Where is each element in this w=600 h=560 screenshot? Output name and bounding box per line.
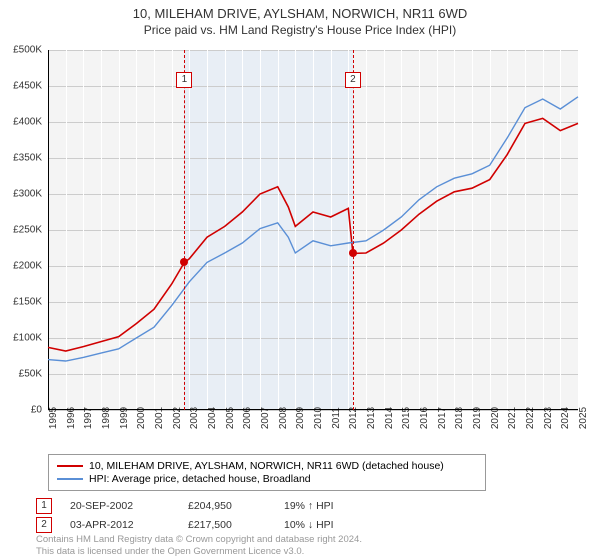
x-tick-label: 2013: [366, 407, 377, 429]
x-tick-label: 2025: [578, 407, 589, 429]
x-tick-label: 2016: [419, 407, 430, 429]
legend-swatch-series2: [57, 478, 83, 480]
series-line: [48, 118, 578, 351]
y-tick-label: £350K: [2, 153, 42, 164]
sale-hpi-delta: 19% ↑ HPI: [284, 500, 368, 512]
x-tick-label: 2021: [507, 407, 518, 429]
y-tick-label: £0: [2, 405, 42, 416]
x-tick-label: 1999: [119, 407, 130, 429]
x-tick-label: 2017: [437, 407, 448, 429]
legend-row: HPI: Average price, detached house, Broa…: [57, 473, 477, 485]
footer: Contains HM Land Registry data © Crown c…: [36, 534, 362, 557]
legend-label: HPI: Average price, detached house, Broa…: [89, 473, 311, 485]
x-tick-label: 2012: [348, 407, 359, 429]
y-tick-label: £150K: [2, 297, 42, 308]
chart-plot-area: £0£50K£100K£150K£200K£250K£300K£350K£400…: [48, 50, 578, 410]
sale-marker-badge: 1: [176, 72, 192, 88]
chart-container: 10, MILEHAM DRIVE, AYLSHAM, NORWICH, NR1…: [0, 0, 600, 560]
sale-row: 1 20-SEP-2002 £204,950 19% ↑ HPI: [36, 498, 368, 514]
x-tick-label: 2018: [454, 407, 465, 429]
y-tick-label: £50K: [2, 369, 42, 380]
x-tick-label: 2024: [560, 407, 571, 429]
page-title: 10, MILEHAM DRIVE, AYLSHAM, NORWICH, NR1…: [0, 6, 600, 21]
sale-marker-line: [184, 50, 185, 410]
legend-label: 10, MILEHAM DRIVE, AYLSHAM, NORWICH, NR1…: [89, 460, 444, 472]
sale-price: £217,500: [188, 519, 266, 531]
x-tick-label: 2001: [154, 407, 165, 429]
y-tick-label: £300K: [2, 189, 42, 200]
legend: 10, MILEHAM DRIVE, AYLSHAM, NORWICH, NR1…: [48, 454, 486, 491]
x-tick-label: 2008: [278, 407, 289, 429]
x-tick-label: 2022: [525, 407, 536, 429]
sale-marker-badge: 2: [345, 72, 361, 88]
x-tick-label: 2009: [295, 407, 306, 429]
sale-index-badge: 2: [36, 517, 52, 533]
x-tick-label: 2010: [313, 407, 324, 429]
x-tick-label: 1997: [83, 407, 94, 429]
sale-marker-dot: [180, 258, 188, 266]
x-tick-label: 2015: [401, 407, 412, 429]
x-tick-label: 1998: [101, 407, 112, 429]
x-tick-label: 2003: [189, 407, 200, 429]
sale-index-badge: 1: [36, 498, 52, 514]
sale-date: 20-SEP-2002: [70, 500, 170, 512]
x-tick-label: 2020: [490, 407, 501, 429]
x-tick-label: 1996: [66, 407, 77, 429]
y-tick-label: £200K: [2, 261, 42, 272]
sale-hpi-delta: 10% ↓ HPI: [284, 519, 368, 531]
x-tick-label: 2019: [472, 407, 483, 429]
y-tick-label: £500K: [2, 45, 42, 56]
x-tick-label: 2011: [331, 407, 342, 429]
y-tick-label: £250K: [2, 225, 42, 236]
x-tick-label: 1995: [48, 407, 59, 429]
y-tick-label: £400K: [2, 117, 42, 128]
sale-marker-dot: [349, 249, 357, 257]
sale-marker-line: [353, 50, 354, 410]
series-line: [48, 97, 578, 361]
x-tick-label: 2007: [260, 407, 271, 429]
x-tick-label: 2002: [172, 407, 183, 429]
subtitle: Price paid vs. HM Land Registry's House …: [0, 23, 600, 37]
sale-date: 03-APR-2012: [70, 519, 170, 531]
y-tick-label: £100K: [2, 333, 42, 344]
footer-line: This data is licensed under the Open Gov…: [36, 546, 362, 557]
x-tick-label: 2014: [384, 407, 395, 429]
sale-price: £204,950: [188, 500, 266, 512]
x-tick-label: 2000: [136, 407, 147, 429]
sale-row: 2 03-APR-2012 £217,500 10% ↓ HPI: [36, 517, 368, 533]
titles: 10, MILEHAM DRIVE, AYLSHAM, NORWICH, NR1…: [0, 0, 600, 37]
legend-row: 10, MILEHAM DRIVE, AYLSHAM, NORWICH, NR1…: [57, 460, 477, 472]
x-tick-label: 2023: [543, 407, 554, 429]
x-tick-label: 2006: [242, 407, 253, 429]
footer-line: Contains HM Land Registry data © Crown c…: [36, 534, 362, 545]
x-tick-label: 2005: [225, 407, 236, 429]
sales-table: 1 20-SEP-2002 £204,950 19% ↑ HPI 2 03-APR-201…: [36, 498, 368, 536]
x-tick-label: 2004: [207, 407, 218, 429]
legend-swatch-series1: [57, 465, 83, 467]
y-tick-label: £450K: [2, 81, 42, 92]
